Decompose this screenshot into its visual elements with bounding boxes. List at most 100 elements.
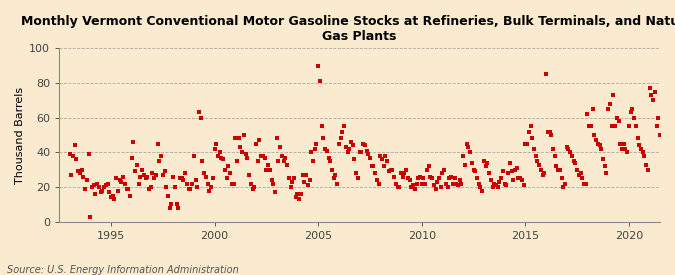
Point	[653, 116, 664, 120]
Point	[580, 182, 591, 186]
Point	[570, 161, 580, 165]
Point	[487, 185, 498, 189]
Point	[489, 182, 500, 186]
Point	[249, 185, 260, 189]
Point	[202, 182, 213, 186]
Point	[423, 164, 434, 169]
Point	[289, 176, 300, 181]
Point	[97, 188, 108, 193]
Point	[277, 154, 288, 158]
Point	[608, 93, 619, 97]
Point	[152, 142, 163, 146]
Point	[197, 159, 208, 163]
Point	[234, 136, 244, 141]
Point	[285, 185, 296, 189]
Point	[123, 186, 134, 191]
Point	[78, 174, 89, 179]
Point	[182, 182, 192, 186]
Point	[482, 161, 493, 165]
Point	[594, 143, 605, 148]
Point	[420, 182, 431, 186]
Point	[492, 185, 503, 189]
Point	[618, 142, 629, 146]
Point	[250, 142, 261, 146]
Point	[221, 176, 232, 181]
Point	[458, 154, 468, 158]
Point	[132, 162, 142, 167]
Point	[321, 148, 332, 153]
Point	[532, 159, 543, 163]
Point	[266, 178, 277, 182]
Point	[449, 176, 460, 181]
Point	[88, 183, 99, 188]
Point	[596, 147, 607, 151]
Point	[501, 183, 512, 188]
Point	[398, 174, 408, 179]
Point	[577, 176, 588, 181]
Point	[340, 145, 351, 149]
Point	[354, 150, 365, 155]
Point	[544, 129, 555, 134]
Point	[529, 147, 539, 151]
Point	[674, 173, 675, 177]
Point	[302, 183, 313, 188]
Point	[639, 154, 650, 158]
Point	[497, 169, 508, 174]
Point	[377, 157, 387, 161]
Point	[520, 142, 531, 146]
Point	[527, 136, 538, 141]
Point	[554, 167, 565, 172]
Point	[175, 176, 186, 181]
Point	[342, 150, 353, 155]
Point	[64, 152, 75, 156]
Point	[156, 154, 167, 158]
Point	[73, 169, 84, 174]
Point	[163, 194, 173, 198]
Point	[584, 124, 595, 128]
Point	[180, 171, 190, 175]
Point	[484, 171, 495, 175]
Point	[668, 154, 675, 158]
Point	[320, 147, 331, 151]
Point	[228, 182, 239, 186]
Point	[244, 173, 254, 177]
Point	[187, 182, 198, 186]
Point	[451, 182, 462, 186]
Point	[86, 185, 97, 189]
Point	[617, 147, 628, 151]
Point	[348, 143, 358, 148]
Point	[188, 154, 199, 158]
Point	[104, 190, 115, 194]
Point	[537, 173, 548, 177]
Point	[133, 182, 144, 186]
Point	[192, 185, 202, 189]
Point	[230, 136, 241, 141]
Point	[101, 183, 111, 188]
Point	[105, 195, 116, 200]
Point	[74, 171, 85, 175]
Point	[352, 176, 363, 181]
Text: Source: U.S. Energy Information Administration: Source: U.S. Energy Information Administ…	[7, 265, 238, 275]
Point	[138, 173, 149, 177]
Point	[218, 157, 229, 161]
Point	[634, 143, 645, 148]
Point	[176, 176, 187, 181]
Point	[525, 124, 536, 128]
Point	[178, 178, 189, 182]
Point	[622, 150, 632, 155]
Point	[111, 176, 122, 181]
Point	[235, 145, 246, 149]
Point	[254, 138, 265, 142]
Point	[620, 147, 631, 151]
Point	[543, 129, 554, 134]
Point	[346, 140, 356, 144]
Point	[636, 147, 647, 151]
Point	[597, 157, 608, 161]
Point	[401, 167, 412, 172]
Point	[356, 150, 367, 155]
Point	[479, 159, 489, 163]
Point	[599, 164, 610, 169]
Point	[223, 164, 234, 169]
Point	[294, 197, 304, 201]
Point	[387, 167, 398, 172]
